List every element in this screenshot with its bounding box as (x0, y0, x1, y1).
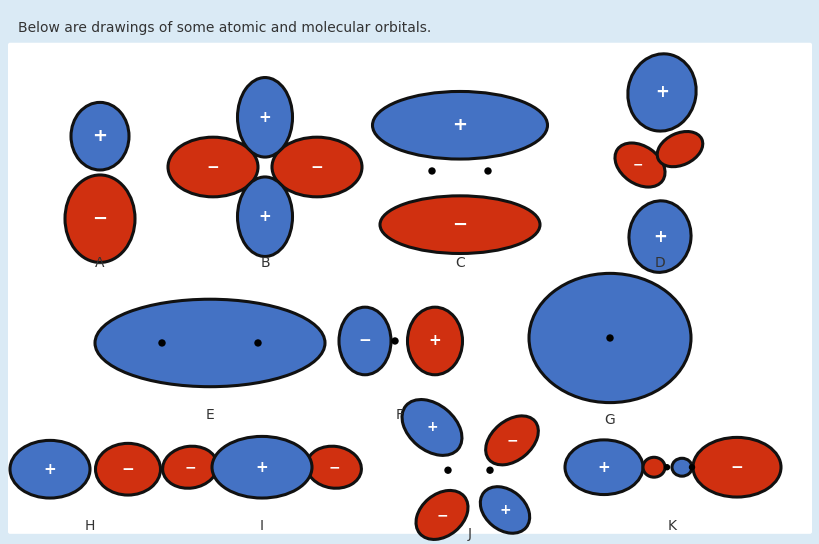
Ellipse shape (642, 458, 664, 477)
Circle shape (606, 335, 613, 341)
Text: D: D (654, 256, 664, 270)
Ellipse shape (528, 274, 690, 403)
Text: −: − (452, 215, 467, 234)
Text: I: I (260, 519, 264, 533)
Text: −: − (121, 462, 134, 477)
Text: J: J (468, 527, 472, 541)
Text: −: − (505, 434, 517, 447)
Ellipse shape (401, 399, 461, 455)
Circle shape (484, 168, 491, 174)
Ellipse shape (338, 307, 391, 375)
Text: −: − (632, 158, 642, 171)
Ellipse shape (162, 446, 217, 488)
Text: −: − (436, 508, 447, 522)
Text: −: − (206, 159, 219, 175)
Text: +: + (256, 460, 268, 475)
Ellipse shape (628, 201, 690, 273)
Ellipse shape (672, 458, 691, 476)
Text: G: G (604, 412, 614, 426)
Text: +: + (43, 462, 57, 477)
Text: +: + (654, 83, 668, 101)
Text: +: + (93, 127, 107, 145)
Circle shape (486, 467, 492, 473)
Ellipse shape (627, 54, 695, 131)
Ellipse shape (656, 132, 702, 166)
Text: −: − (93, 209, 107, 228)
Text: A: A (95, 256, 105, 270)
Text: K: K (667, 519, 676, 533)
Ellipse shape (272, 137, 361, 197)
Ellipse shape (238, 177, 292, 256)
Ellipse shape (306, 446, 361, 488)
Ellipse shape (564, 440, 642, 494)
Text: −: − (730, 460, 743, 475)
Ellipse shape (65, 175, 135, 262)
Ellipse shape (480, 487, 529, 533)
Circle shape (663, 465, 668, 469)
Ellipse shape (614, 143, 664, 187)
Circle shape (255, 340, 260, 346)
Ellipse shape (372, 91, 547, 159)
Text: H: H (84, 519, 95, 533)
Ellipse shape (95, 299, 324, 387)
Text: +: + (426, 421, 437, 435)
Circle shape (428, 168, 434, 174)
Text: Below are drawings of some atomic and molecular orbitals.: Below are drawings of some atomic and mo… (18, 21, 431, 35)
Text: +: + (652, 227, 666, 245)
Text: +: + (258, 110, 271, 125)
Ellipse shape (692, 437, 780, 497)
Ellipse shape (485, 416, 538, 465)
Text: −: − (184, 460, 196, 474)
Ellipse shape (415, 491, 468, 540)
Text: +: + (452, 116, 467, 134)
Circle shape (689, 465, 694, 469)
Text: F: F (396, 407, 404, 422)
Text: +: + (428, 333, 441, 349)
Text: +: + (597, 460, 609, 475)
Ellipse shape (379, 196, 540, 254)
Ellipse shape (212, 436, 311, 498)
Ellipse shape (168, 137, 258, 197)
Circle shape (445, 467, 450, 473)
Text: C: C (455, 256, 464, 270)
Text: B: B (260, 256, 269, 270)
Text: +: + (499, 503, 510, 517)
Text: −: − (328, 460, 339, 474)
Ellipse shape (407, 307, 462, 375)
Circle shape (159, 340, 165, 346)
FancyBboxPatch shape (8, 43, 811, 534)
Ellipse shape (238, 78, 292, 157)
Text: +: + (258, 209, 271, 224)
Circle shape (391, 338, 397, 344)
Text: E: E (206, 407, 214, 422)
Ellipse shape (10, 441, 90, 498)
Ellipse shape (71, 102, 129, 170)
Text: −: − (358, 333, 371, 349)
Ellipse shape (95, 443, 161, 495)
Text: −: − (310, 159, 323, 175)
